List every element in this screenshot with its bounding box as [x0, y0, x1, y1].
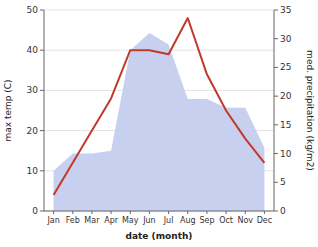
- grid: [44, 10, 274, 211]
- x-axis: [44, 211, 274, 212]
- x-tick: [168, 211, 169, 214]
- y2-tick: [274, 153, 278, 154]
- y2-tick: [274, 67, 278, 68]
- x-tick-label: Aug: [180, 216, 196, 225]
- y-tick-label: 20: [27, 126, 39, 136]
- chart: 0 10 20 30 40 50 0 5 10 15 20 25 30 35 Jan Feb Mar AprMay…: [0, 0, 318, 247]
- y2-tick-label: 30: [280, 34, 292, 44]
- x-tick: [245, 211, 246, 214]
- x-tick: [226, 211, 227, 214]
- x-tick-label: Sep: [199, 216, 214, 225]
- x-tick-label: Jul: [163, 216, 174, 225]
- x-tick: [264, 211, 265, 214]
- grid-line: [44, 211, 274, 212]
- y2-tick-label: 15: [280, 120, 291, 130]
- x-tick-label: Mar: [84, 216, 100, 225]
- chart-container: 0 10 20 30 40 50 0 5 10 15 20 25 30 35 Jan Feb Mar AprMay…: [0, 0, 318, 247]
- y-tick: [40, 130, 44, 131]
- x-tick: [187, 211, 188, 214]
- x-tick-label: May: [122, 216, 139, 225]
- y2-tick-label: 0: [280, 206, 286, 216]
- x-tick: [111, 211, 112, 214]
- y-tick-label: 30: [27, 85, 39, 95]
- y-tick: [40, 211, 44, 212]
- x-tick: [130, 211, 131, 214]
- y2-tick-label: 10: [280, 149, 292, 159]
- y2-tick-label: 35: [280, 5, 291, 15]
- y-tick-label: 40: [27, 45, 39, 55]
- y2-tick-label: 5: [280, 177, 286, 187]
- temp-line: [54, 18, 265, 195]
- x-tick: [149, 211, 150, 214]
- plot-area: [54, 18, 265, 211]
- y2-tick: [274, 182, 278, 183]
- y2-tick-label: 25: [280, 62, 291, 72]
- y2-tick-label: 20: [280, 91, 292, 101]
- y-tick: [40, 50, 44, 51]
- y2-tick: [274, 211, 278, 212]
- y-tick: [40, 90, 44, 91]
- x-tick-label: Oct: [219, 216, 233, 225]
- y2-axis: [274, 10, 275, 211]
- x-tick-label: Dec: [257, 216, 272, 225]
- x-tick-label: Jun: [142, 216, 156, 225]
- x-axis-title: date (month): [126, 231, 193, 241]
- y-tick: [40, 170, 44, 171]
- y-tick-label: 0: [32, 206, 38, 216]
- y2-tick: [274, 10, 278, 11]
- x-tick-label: Jan: [46, 216, 59, 225]
- x-tick-label: Feb: [66, 216, 80, 225]
- y-tick: [40, 10, 44, 11]
- y-tick-label: 10: [27, 166, 39, 176]
- x-tick: [53, 211, 54, 214]
- y2-tick: [274, 96, 278, 97]
- x-tick: [206, 211, 207, 214]
- y2-tick: [274, 38, 278, 39]
- x-tick: [91, 211, 92, 214]
- x-tick-label: Apr: [104, 216, 119, 225]
- y-axis: [44, 10, 45, 211]
- y2-tick: [274, 124, 278, 125]
- x-tick-label: Nov: [237, 216, 253, 225]
- y-tick-label: 50: [27, 5, 39, 15]
- grid-line: [44, 10, 274, 11]
- x-tick: [72, 211, 73, 214]
- y2-axis-title: med. precipitation (kg/m2): [305, 50, 315, 171]
- y-axis-title: max temp (C): [3, 79, 13, 141]
